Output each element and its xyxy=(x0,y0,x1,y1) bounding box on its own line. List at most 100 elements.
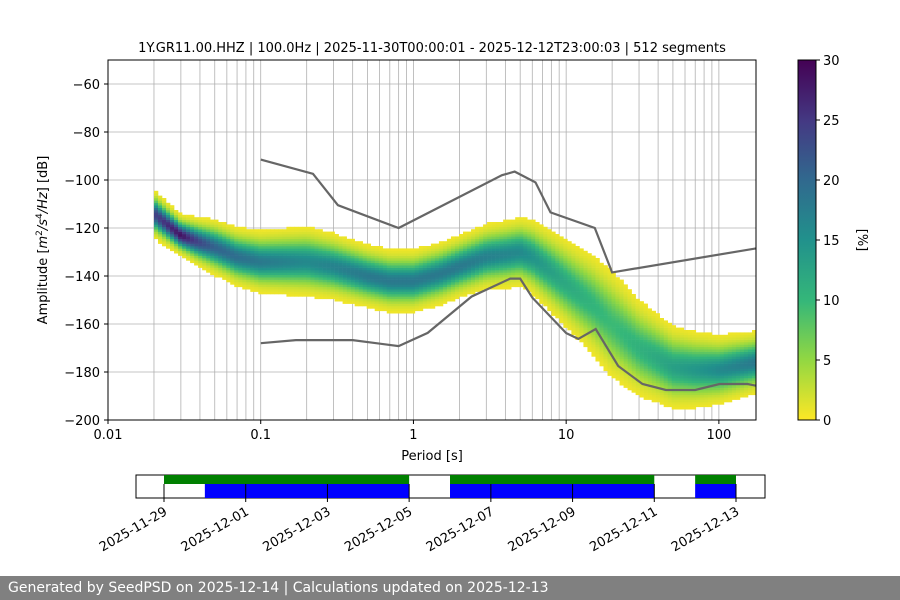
heatmap-cell xyxy=(695,385,701,388)
heatmap-cell xyxy=(286,253,291,256)
x-tick-label: 0.01 xyxy=(94,428,123,443)
heatmap-cell xyxy=(238,265,243,268)
heatmap-cell xyxy=(362,255,367,259)
heatmap-cell xyxy=(298,241,303,244)
heatmap-cell xyxy=(691,339,697,343)
heatmap-cell xyxy=(659,361,664,364)
heatmap-cell xyxy=(587,277,592,280)
heatmap-cell xyxy=(607,270,612,273)
heatmap-cell xyxy=(467,236,472,240)
heatmap-cell xyxy=(226,224,231,228)
heatmap-cell xyxy=(751,387,756,391)
heatmap-cell xyxy=(218,226,223,230)
heatmap-cell xyxy=(306,253,311,256)
heatmap-cell xyxy=(571,255,576,259)
heatmap-cell xyxy=(430,294,436,297)
heatmap-cell xyxy=(523,236,528,240)
heatmap-cell xyxy=(591,265,596,268)
heatmap-cell xyxy=(198,265,203,268)
heatmap-cell xyxy=(459,265,464,268)
heatmap-cell xyxy=(603,279,608,283)
heatmap-cell xyxy=(298,260,303,264)
heatmap-cell xyxy=(206,234,211,237)
heatmap-cell xyxy=(310,267,315,271)
heatmap-cell xyxy=(479,282,484,285)
heatmap-cell xyxy=(603,327,608,331)
heatmap-cell xyxy=(727,373,733,376)
heatmap-cell xyxy=(262,284,267,288)
heatmap-cell xyxy=(515,260,520,264)
heatmap-cell xyxy=(467,284,472,288)
heatmap-cell xyxy=(623,354,628,357)
heatmap-cell xyxy=(298,255,303,259)
heatmap-cell xyxy=(575,320,580,324)
heatmap-cell xyxy=(434,262,440,266)
heatmap-cell xyxy=(338,260,343,264)
heatmap-cell xyxy=(515,282,520,285)
heatmap-cell xyxy=(619,358,624,362)
heatmap-cell xyxy=(571,301,576,304)
heatmap-cell xyxy=(739,373,745,376)
heatmap-cell xyxy=(378,267,384,271)
heatmap-cell xyxy=(563,322,568,326)
heatmap-cell xyxy=(202,262,207,266)
heatmap-cell xyxy=(483,284,488,288)
heatmap-cell xyxy=(342,236,347,240)
heatmap-cell xyxy=(366,291,372,295)
heatmap-cell xyxy=(743,394,749,398)
heatmap-cell xyxy=(615,344,620,348)
heatmap-cell xyxy=(587,339,592,343)
heatmap-cell xyxy=(450,265,456,268)
heatmap-cell xyxy=(635,315,640,319)
timeline-tick-label: 2025-12-01 xyxy=(179,504,252,555)
heatmap-cell xyxy=(318,270,323,273)
heatmap-cell xyxy=(679,334,685,338)
heatmap-cell xyxy=(547,289,552,292)
heatmap-cell xyxy=(603,337,608,340)
heatmap-cell xyxy=(410,289,416,292)
heatmap-cell xyxy=(390,274,396,278)
heatmap-cell xyxy=(226,260,231,264)
heatmap-cell xyxy=(727,363,733,367)
heatmap-cell xyxy=(563,265,568,268)
heatmap-cell xyxy=(515,246,520,249)
heatmap-cell xyxy=(603,289,608,292)
heatmap-cell xyxy=(671,349,677,352)
heatmap-cell xyxy=(647,318,652,321)
heatmap-cell xyxy=(539,243,544,247)
heatmap-cell xyxy=(282,234,287,237)
heatmap-cell xyxy=(190,241,195,244)
heatmap-cell xyxy=(230,246,235,249)
heatmap-cell xyxy=(607,277,612,280)
heatmap-cell xyxy=(583,306,588,309)
heatmap-cell xyxy=(583,313,588,316)
heatmap-cell xyxy=(635,392,640,396)
heatmap-cell xyxy=(507,234,512,237)
heatmap-cell xyxy=(575,284,580,288)
heatmap-cell xyxy=(611,366,616,369)
heatmap-cell xyxy=(535,272,540,276)
heatmap-cell xyxy=(587,325,592,328)
heatmap-cell xyxy=(739,351,745,355)
heatmap-cell xyxy=(342,238,347,242)
heatmap-cell xyxy=(643,378,648,381)
heatmap-cell xyxy=(298,265,303,268)
heatmap-cell xyxy=(691,342,697,345)
heatmap-cell xyxy=(487,277,492,280)
heatmap-cell xyxy=(539,296,544,300)
heatmap-cell xyxy=(226,265,231,268)
heatmap-cell xyxy=(446,238,452,242)
heatmap-cell xyxy=(651,392,656,396)
heatmap-cell xyxy=(238,231,243,235)
heatmap-cell xyxy=(571,272,576,276)
heatmap-cell xyxy=(314,238,319,242)
heatmap-cell xyxy=(599,262,604,266)
heatmap-cell xyxy=(475,258,480,261)
heatmap-cell xyxy=(619,289,624,292)
heatmap-cell xyxy=(575,322,580,326)
heatmap-cell xyxy=(639,373,644,376)
heatmap-cell xyxy=(515,250,520,254)
heatmap-cell xyxy=(194,260,199,264)
heatmap-cell xyxy=(599,270,604,273)
heatmap-cell xyxy=(679,344,685,348)
